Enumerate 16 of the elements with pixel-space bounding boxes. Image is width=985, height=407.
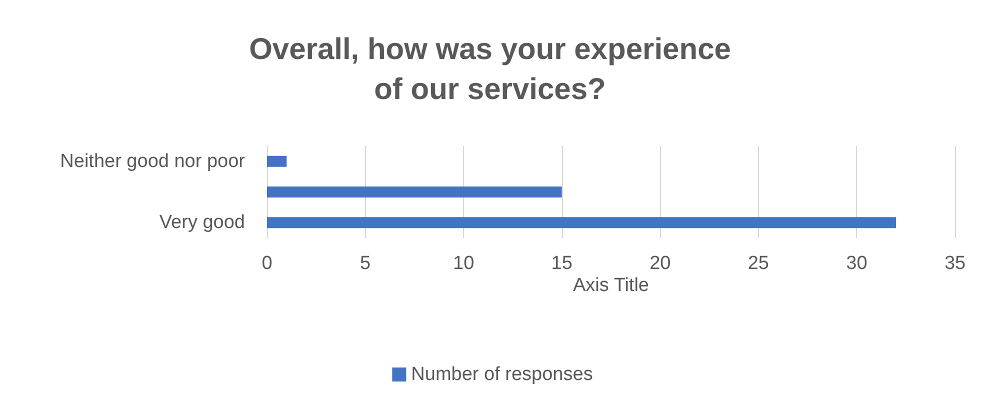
legend-label: Number of responses [411,364,593,385]
x-axis-title: Axis Title [572,275,650,296]
y-tick-label: Neither good nor poor [60,150,246,172]
x-tick-label: 20 [650,253,671,274]
y-tick-label: Very good [159,212,245,234]
x-tick-label: 25 [748,253,769,274]
x-tick-label: 5 [360,253,371,274]
x-tick-label: 10 [453,253,474,274]
x-tick-label: 15 [551,253,572,274]
x-tick-label: 30 [846,253,868,274]
x-tick-label: 35 [944,253,966,274]
x-tick-label: 0 [262,253,272,274]
bar [267,156,287,167]
bar [267,186,562,198]
bar [267,217,896,228]
chart-title: Overall, how was your experience of our services? [248,32,732,108]
